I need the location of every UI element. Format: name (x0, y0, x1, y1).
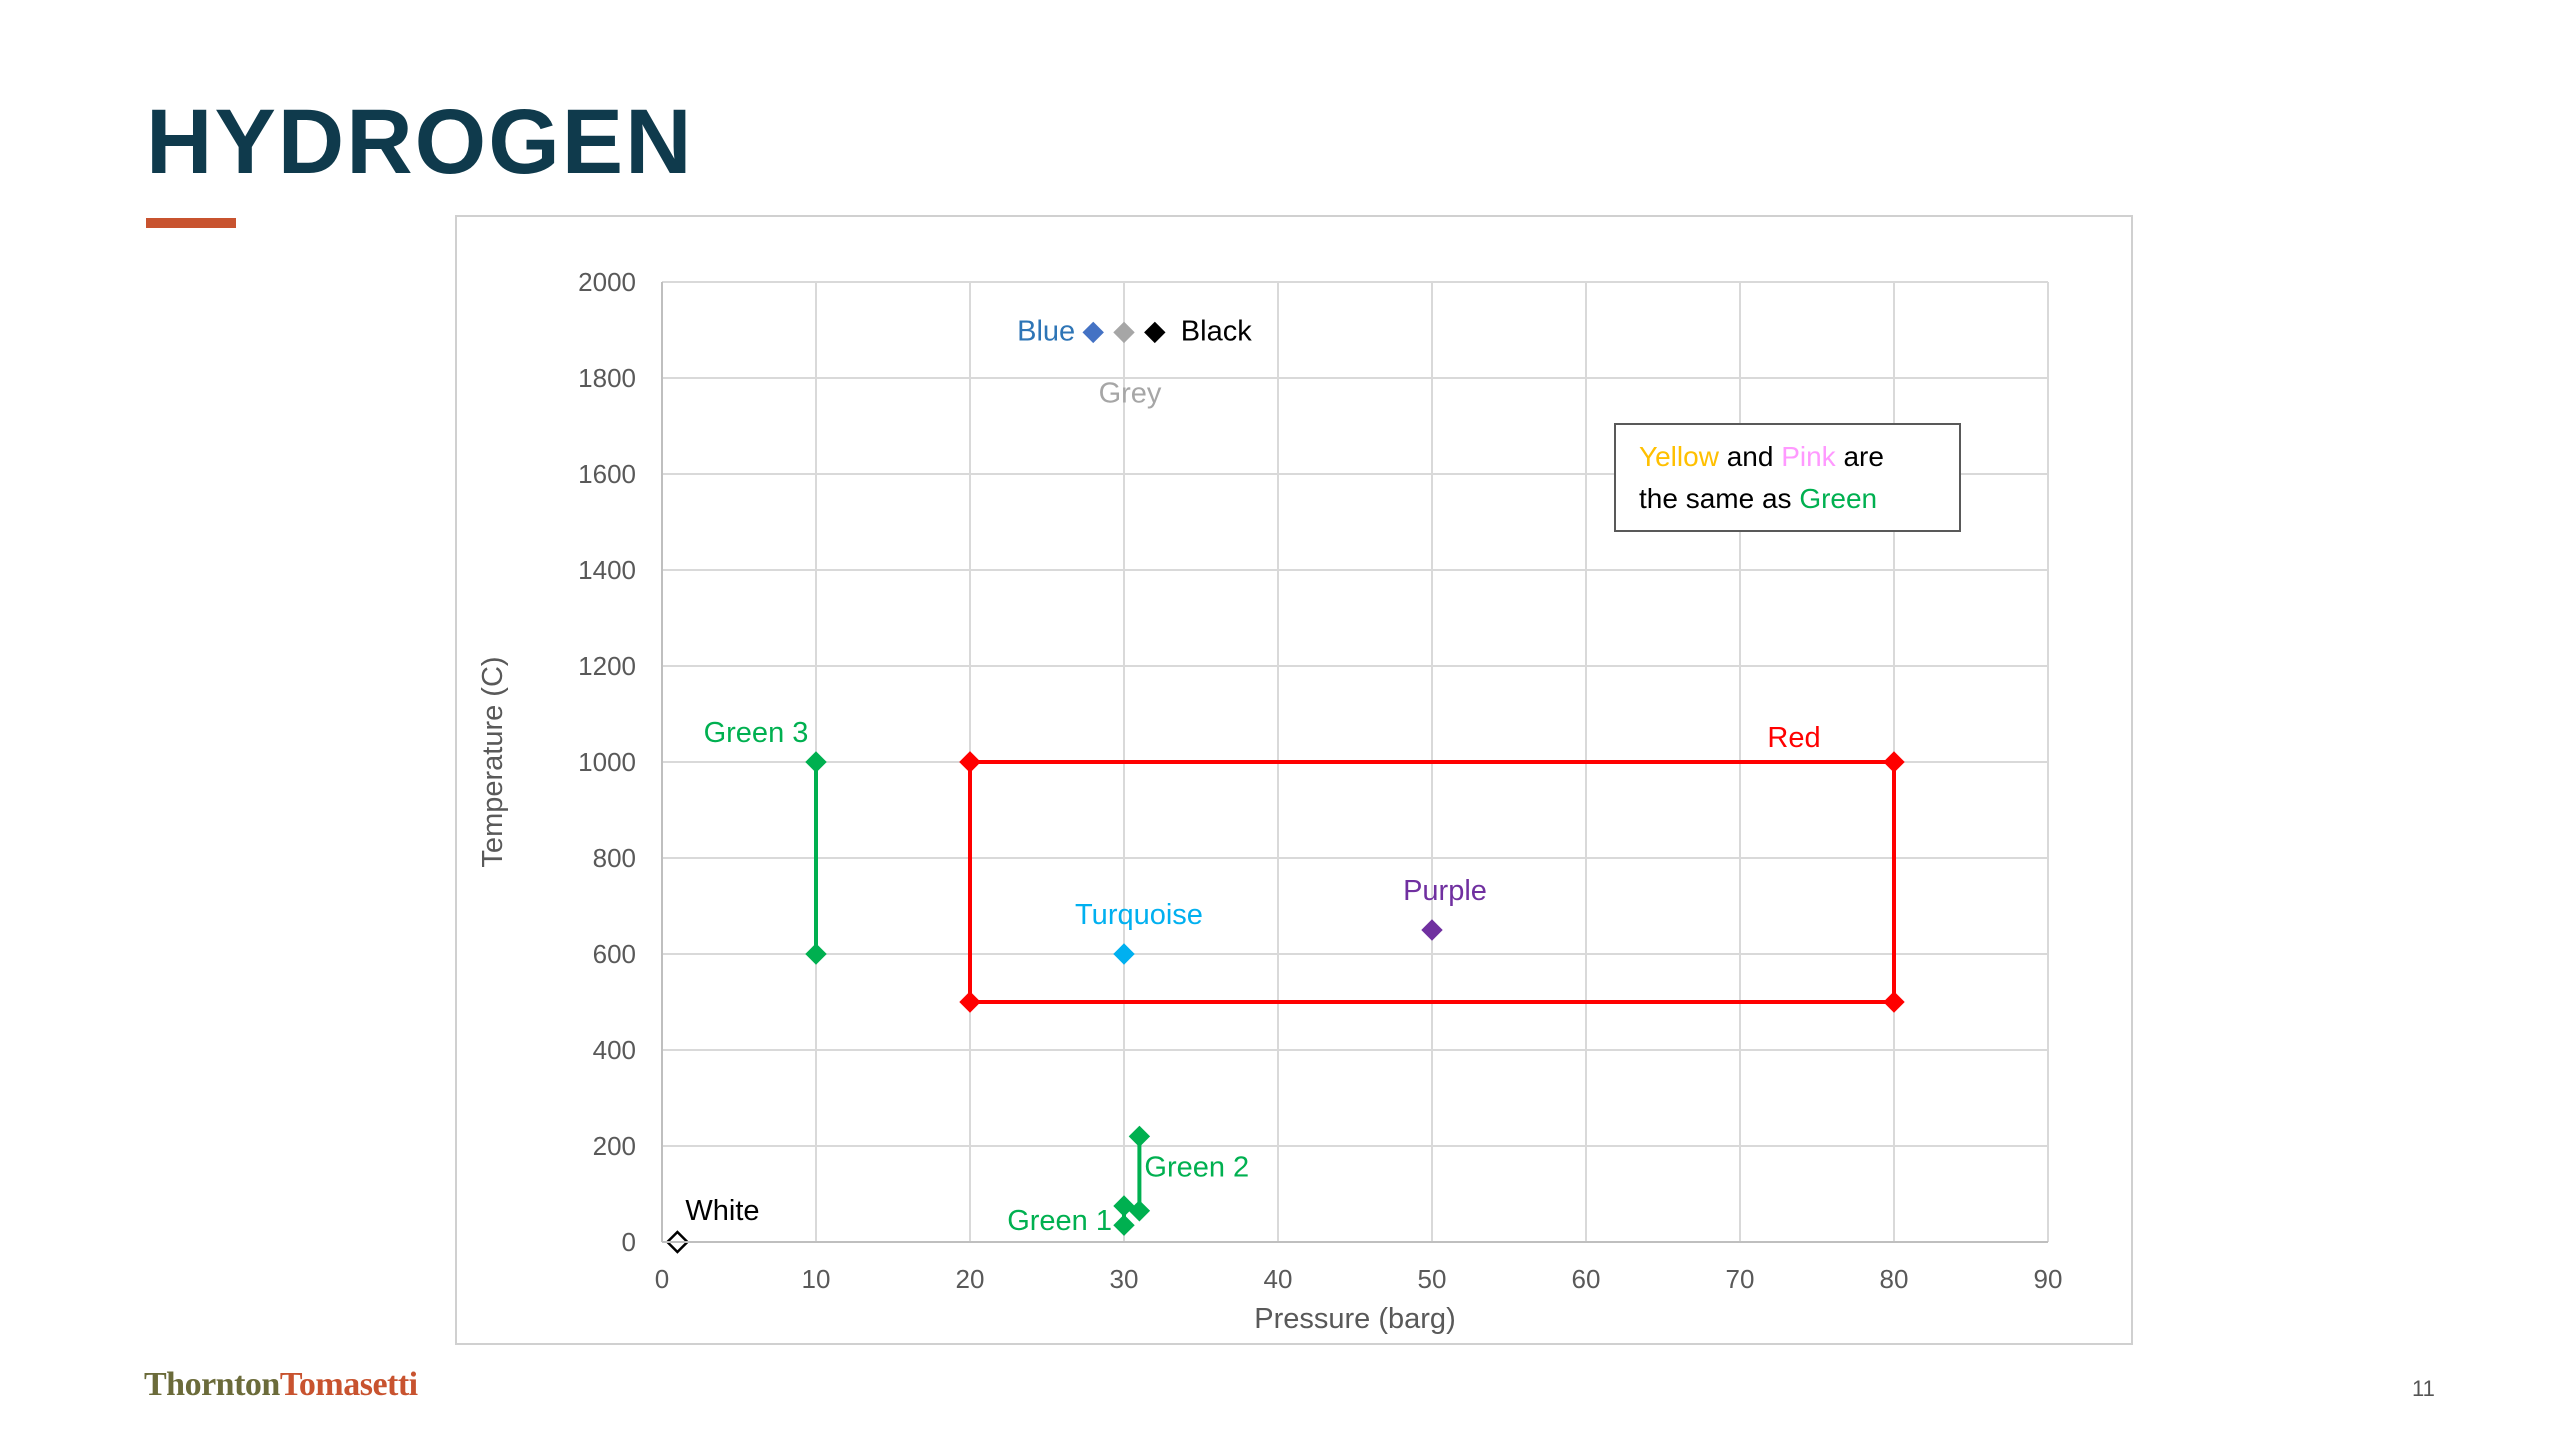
x-tick-label: 80 (1880, 1264, 1909, 1294)
x-axis-title: Pressure (barg) (1254, 1303, 1455, 1335)
y-tick-label: 1400 (578, 555, 636, 585)
annotation-segment: Green (1799, 483, 1877, 514)
page-number: 11 (2412, 1376, 2435, 1401)
black-point (1144, 321, 1166, 344)
x-tick-label: 50 (1418, 1264, 1447, 1294)
red-point (1883, 991, 1905, 1013)
scatter-chart: Blue Grey Black Green 3 Red Turquoise Purple Gr… (477, 267, 2063, 1335)
turquoise-data-label: Turquoise (1075, 899, 1203, 931)
red-point (959, 751, 981, 773)
annotation-line-2: the same as Green (1639, 483, 1877, 514)
green-1-point (1113, 1214, 1135, 1236)
slide-title: HYDROGEN (146, 91, 694, 193)
y-tick-label: 1600 (578, 459, 636, 489)
green-3-data-label: Green 3 (704, 717, 809, 749)
annotation-segment: the same as (1639, 483, 1799, 514)
x-tick-label: 90 (2034, 1264, 2063, 1294)
annotation-segment: Pink (1781, 441, 1836, 472)
x-tick-label: 70 (1726, 1264, 1755, 1294)
annotation-box (1614, 423, 1961, 532)
y-tick-label: 1200 (578, 651, 636, 681)
blue-data-label: Blue (1017, 315, 1075, 347)
y-tick-label: 600 (593, 939, 636, 969)
x-tick-label: 30 (1110, 1264, 1139, 1294)
logo-word-tomasetti: Tomasetti (279, 1366, 418, 1403)
white-data-label: White (685, 1195, 759, 1227)
y-axis-title: Temperature (C) (477, 656, 509, 867)
purple-point (1421, 919, 1443, 941)
green-1-data-label: Green 1 (1007, 1205, 1112, 1237)
x-tick-label: 10 (802, 1264, 831, 1294)
company-logo: ThorntonTomasetti (144, 1366, 418, 1404)
annotation-segment: Yellow (1639, 441, 1720, 472)
green-2-point (1128, 1125, 1151, 1148)
y-tick-label: 2000 (578, 267, 636, 297)
annotation-line-1: Yellow and Pink are (1639, 441, 1884, 472)
grey-point (1113, 321, 1135, 344)
red-data-label: Red (1767, 722, 1820, 754)
chart-frame: Blue Grey Black Green 3 Red Turquoise Purple Gr… (455, 215, 2133, 1345)
turquoise-point (1113, 943, 1135, 965)
y-tick-label: 1800 (578, 363, 636, 393)
green-3-point (805, 943, 827, 965)
purple-data-label: Purple (1403, 875, 1487, 907)
green-2-data-label: Green 2 (1144, 1151, 1249, 1183)
red-point (1883, 751, 1905, 773)
blue-point (1082, 321, 1104, 344)
x-tick-label: 0 (655, 1264, 669, 1294)
black-data-label: Black (1181, 315, 1252, 347)
red-point (959, 991, 981, 1013)
green-3-point (805, 751, 827, 773)
grey-data-label: Grey (1099, 377, 1162, 409)
annotation-segment: are (1836, 441, 1884, 472)
y-tick-label: 800 (593, 843, 636, 873)
y-tick-label: 400 (593, 1035, 636, 1065)
logo-word-thornton: Thornton (144, 1366, 280, 1403)
y-tick-label: 0 (622, 1227, 636, 1257)
x-tick-label: 40 (1264, 1264, 1293, 1294)
x-tick-label: 60 (1572, 1264, 1601, 1294)
annotation-segment: and (1719, 441, 1781, 472)
y-tick-label: 1000 (578, 747, 636, 777)
title-accent-bar (146, 218, 236, 228)
y-tick-label: 200 (593, 1131, 636, 1161)
x-tick-label: 20 (956, 1264, 985, 1294)
